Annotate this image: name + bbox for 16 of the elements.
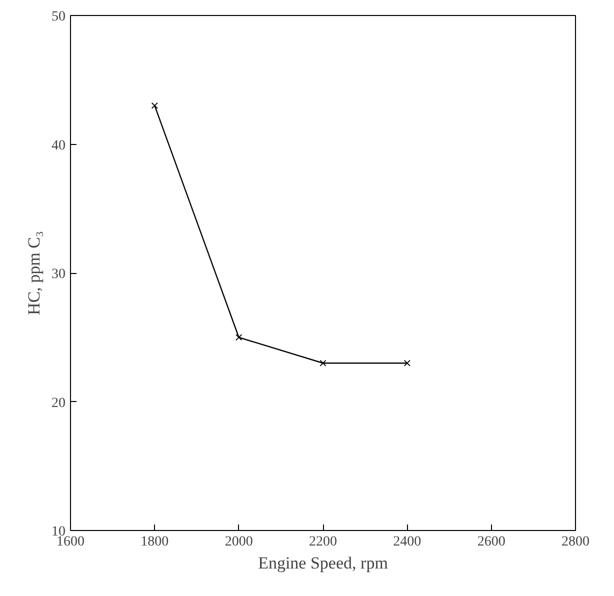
y-tick-label: 50	[52, 10, 66, 24]
x-tick-label: 2400	[393, 534, 422, 550]
point	[404, 360, 410, 366]
x-tick-label: 1800	[140, 534, 169, 550]
x-axis-title: Engine Speed, rpm	[258, 554, 388, 572]
point	[320, 360, 326, 366]
y-tick-label: 40	[52, 138, 66, 154]
point	[151, 102, 158, 109]
x-tick-label: 2200	[309, 534, 337, 550]
y-tick-label: 20	[52, 396, 66, 411]
y-tick-label: 30	[52, 267, 66, 282]
x-tick-label: 2600	[477, 534, 506, 550]
point	[236, 334, 242, 341]
x-tick-label: 2000	[224, 534, 253, 550]
x-tick-label: 2800	[562, 534, 590, 550]
y-axis-title: HC, ppm C₃	[24, 231, 44, 315]
